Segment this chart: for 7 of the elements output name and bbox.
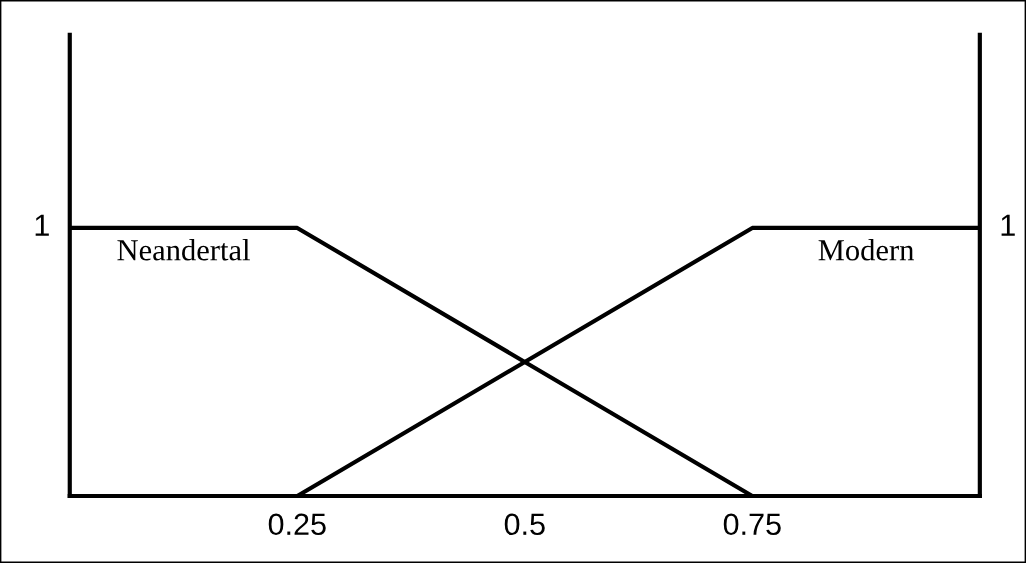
annotation: 1 <box>35 214 49 236</box>
x-tick-label: 0.5 <box>504 513 545 536</box>
annotation: 1 <box>1001 214 1015 236</box>
series-label: Modern <box>818 239 914 261</box>
x-tick-label: 0.75 <box>723 513 781 536</box>
x-tick-label: 0.25 <box>268 513 326 536</box>
series-label: Neandertal <box>117 239 250 261</box>
